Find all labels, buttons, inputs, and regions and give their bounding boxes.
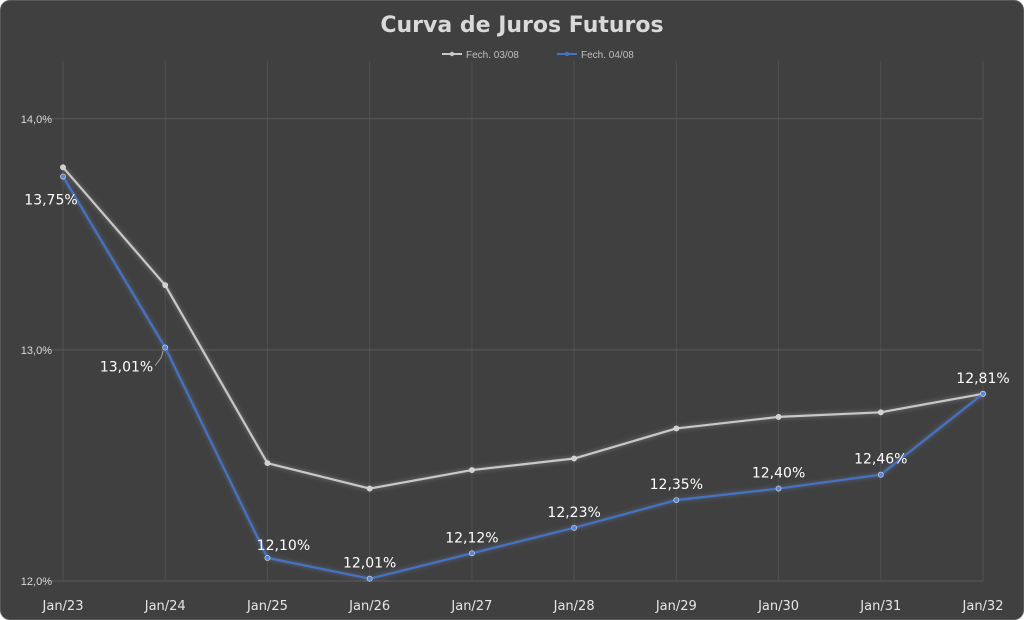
series-point bbox=[673, 497, 680, 504]
data-label: 12,40% bbox=[752, 466, 805, 482]
series-point bbox=[877, 409, 884, 416]
x-tick-label: Jan/25 bbox=[246, 599, 288, 614]
series-line bbox=[62, 175, 984, 580]
x-tick-label: Jan/24 bbox=[144, 599, 186, 614]
x-tick-label: Jan/23 bbox=[42, 599, 84, 614]
legend-swatch-marker bbox=[449, 51, 455, 57]
series-point bbox=[673, 425, 680, 432]
data-label: 13,75% bbox=[24, 193, 77, 209]
x-tick-label: Jan/30 bbox=[757, 599, 799, 614]
series-point bbox=[571, 524, 578, 531]
series-point bbox=[980, 390, 986, 397]
x-tick-label: Jan/31 bbox=[859, 599, 901, 614]
data-label: 13,01% bbox=[100, 360, 153, 376]
legend-swatch-marker bbox=[564, 51, 570, 57]
series-point bbox=[60, 164, 66, 171]
series-point bbox=[60, 173, 66, 180]
y-tick-label: 14,0% bbox=[21, 114, 52, 126]
series-point bbox=[366, 575, 373, 582]
data-label: 12,01% bbox=[343, 556, 396, 572]
series-point bbox=[775, 485, 782, 492]
data-labels: 13,75% 13,01% 12,10% 12,01% 12,12% 12,23% 12,3… bbox=[24, 193, 1009, 572]
series-point bbox=[571, 455, 578, 462]
legend-label: Fech. 04/08 bbox=[581, 50, 634, 61]
legend-label: Fech. 03/08 bbox=[466, 50, 519, 61]
data-label: 12,81% bbox=[956, 371, 1009, 387]
y-axis: 12,0% 13,0% 14,0% bbox=[21, 114, 52, 588]
series-point bbox=[162, 282, 169, 289]
x-tick-label: Jan/27 bbox=[450, 599, 492, 614]
y-tick-label: 12,0% bbox=[21, 576, 52, 588]
x-tick-label: Jan/32 bbox=[962, 599, 1004, 614]
series-point bbox=[468, 467, 475, 473]
series-point bbox=[468, 550, 475, 557]
x-tick-label: Jan/29 bbox=[655, 599, 697, 614]
series-point bbox=[877, 471, 884, 478]
data-label: 12,46% bbox=[854, 452, 907, 468]
series-point bbox=[264, 460, 271, 467]
data-label: 12,35% bbox=[650, 477, 703, 493]
series-point bbox=[775, 414, 782, 420]
x-tick-label: Jan/26 bbox=[348, 599, 390, 614]
chart-legend: Fech. 03/08 Fech. 04/08 bbox=[442, 50, 634, 61]
data-label-leader-line bbox=[154, 350, 164, 366]
x-axis: Jan/23 Jan/24 Jan/25 Jan/26 Jan/27 Jan/28 Jan/… bbox=[42, 599, 1004, 614]
series-point bbox=[264, 554, 271, 561]
data-label: 12,10% bbox=[257, 538, 310, 554]
series-line bbox=[62, 166, 984, 490]
data-label: 12,23% bbox=[547, 505, 600, 521]
chart-grid bbox=[41, 61, 984, 582]
series-point bbox=[162, 344, 169, 351]
chart-title: Curva de Juros Futuros bbox=[380, 13, 663, 38]
x-tick-label: Jan/28 bbox=[553, 599, 595, 614]
y-tick-label: 13,0% bbox=[21, 345, 52, 357]
data-label: 12,12% bbox=[445, 530, 498, 546]
chart-series bbox=[60, 164, 986, 582]
series-point bbox=[366, 485, 373, 492]
